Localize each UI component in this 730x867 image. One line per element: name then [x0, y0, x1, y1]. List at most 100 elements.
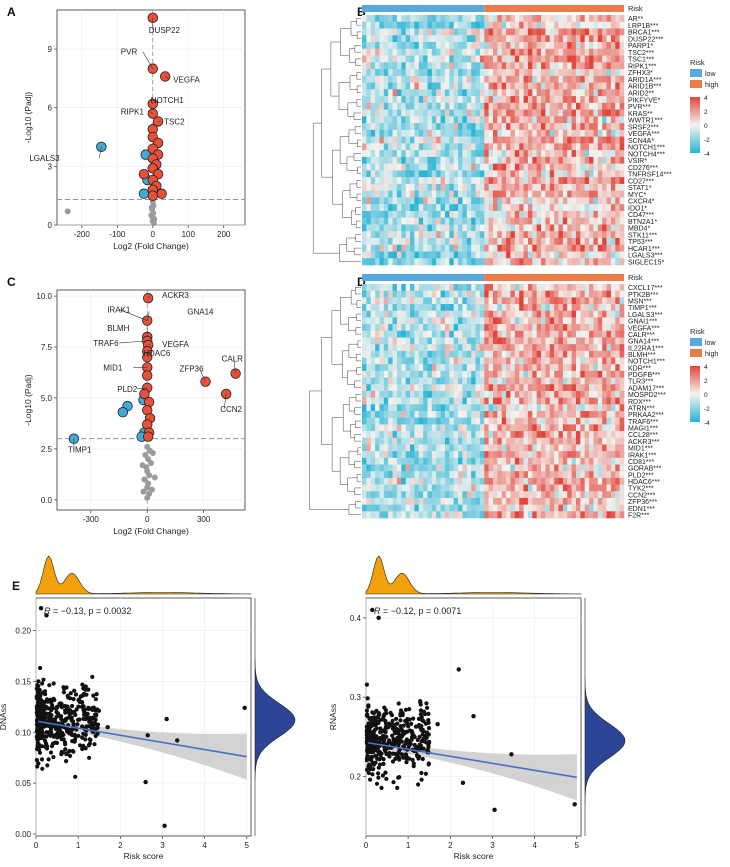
heatmap-cell: [370, 62, 376, 70]
heatmap-cell: [431, 163, 437, 171]
heatmap-cell: [383, 404, 389, 412]
heatmap-cell: [370, 451, 376, 459]
heatmap-cell: [440, 35, 446, 43]
heatmap-cell: [370, 143, 376, 151]
heatmap-cell: [593, 89, 599, 97]
heatmap-cell: [423, 424, 428, 432]
heatmap-cell: [375, 511, 380, 519]
heatmap-cell: [475, 163, 481, 171]
heatmap-cell: [436, 424, 441, 432]
heatmap-cell: [366, 284, 372, 291]
gene-row-label: KDR***: [628, 365, 651, 372]
heatmap-cell: [427, 431, 433, 439]
heatmap-cell: [388, 384, 393, 392]
heatmap-cell: [619, 404, 625, 412]
heatmap-cell: [514, 377, 520, 385]
heatmap-cell: [545, 258, 551, 266]
heatmap-cell: [423, 143, 428, 151]
dendrogram-branch: [355, 207, 361, 215]
heatmap-cell: [549, 190, 555, 198]
heatmap-cell: [466, 370, 472, 378]
heatmap-cell: [379, 471, 385, 479]
heatmap-cell: [458, 69, 463, 77]
label-leader: [148, 343, 151, 346]
heatmap-cell: [619, 297, 625, 305]
heatmap-cell: [532, 377, 537, 385]
heatmap-cell: [497, 444, 503, 452]
heatmap-cell: [379, 364, 385, 372]
heatmap-cell: [462, 377, 468, 385]
heatmap-cell: [488, 437, 494, 445]
heatmap-cell: [541, 290, 546, 298]
heatmap-cell: [383, 357, 389, 365]
heatmap-cell: [597, 437, 603, 445]
heatmap-cell: [571, 444, 577, 452]
heatmap-cell: [514, 357, 520, 365]
heatmap-cell: [597, 464, 603, 472]
heatmap-cell: [375, 431, 380, 439]
heatmap-cell: [571, 136, 577, 144]
heatmap-cell: [536, 364, 542, 372]
heatmap-cell: [615, 109, 620, 117]
heatmap-cell: [484, 62, 489, 70]
heatmap-cell: [510, 317, 516, 325]
heatmap-cell: [449, 210, 454, 219]
heatmap-cell: [427, 304, 433, 312]
heatmap-cell: [567, 237, 572, 246]
heatmap-cell: [366, 390, 372, 398]
heatmap-cell: [427, 136, 433, 144]
heatmap-cell: [619, 21, 625, 29]
heatmap-cell: [414, 136, 420, 144]
heatmap-cell: [410, 324, 415, 332]
heatmap-cell: [383, 62, 389, 70]
heatmap-cell: [541, 224, 546, 232]
heatmap-cell: [519, 156, 524, 164]
heatmap-cell: [562, 471, 568, 479]
heatmap-cell: [449, 397, 454, 405]
heatmap-cell: [362, 404, 367, 412]
heatmap-cell: [401, 96, 406, 104]
heatmap-cell: [379, 163, 385, 171]
heatmap-cell: [497, 324, 503, 332]
heatmap-cell: [466, 377, 472, 385]
heatmap-cell: [379, 150, 385, 158]
heatmap-cell: [597, 477, 603, 485]
heatmap-cell: [558, 357, 564, 365]
heatmap-cell: [501, 237, 507, 246]
heatmap-cell: [479, 477, 485, 485]
heatmap-cell: [584, 231, 590, 239]
heatmap-cell: [410, 75, 415, 83]
heatmap-cell: [610, 82, 616, 90]
heatmap-cell: [484, 55, 489, 63]
heatmap-cell: [431, 504, 437, 512]
data-point: [36, 761, 41, 766]
heatmap-cell: [449, 48, 454, 56]
heatmap-cell: [449, 136, 454, 144]
heatmap-cell: [375, 210, 380, 219]
heatmap-cell: [532, 116, 537, 124]
heatmap-cell: [615, 491, 620, 499]
heatmap-cell: [610, 62, 616, 70]
heatmap-cell: [615, 297, 620, 305]
heatmap-cell: [484, 69, 489, 77]
heatmap-cell: [392, 350, 398, 358]
heatmap-cell: [414, 491, 420, 499]
heatmap-cell: [541, 424, 546, 432]
heatmap-cell: [597, 431, 603, 439]
heatmap-cell: [458, 75, 463, 83]
heatmap-cell: [396, 344, 402, 352]
heatmap-cell: [541, 109, 546, 117]
heatmap-cell: [484, 390, 489, 398]
heatmap-cell: [388, 431, 393, 439]
heatmap-cell: [589, 96, 594, 104]
heatmap-cell: [427, 497, 433, 505]
heatmap-cell: [423, 317, 428, 325]
heatmap-cell: [580, 477, 585, 485]
heatmap-cell: [414, 217, 420, 225]
heatmap-cell: [392, 377, 398, 385]
heatmap-cell: [562, 109, 568, 117]
heatmap-cell: [370, 197, 376, 205]
heatmap-cell: [458, 477, 463, 485]
heatmap-cell: [567, 491, 572, 499]
heatmap-cell: [602, 444, 607, 452]
